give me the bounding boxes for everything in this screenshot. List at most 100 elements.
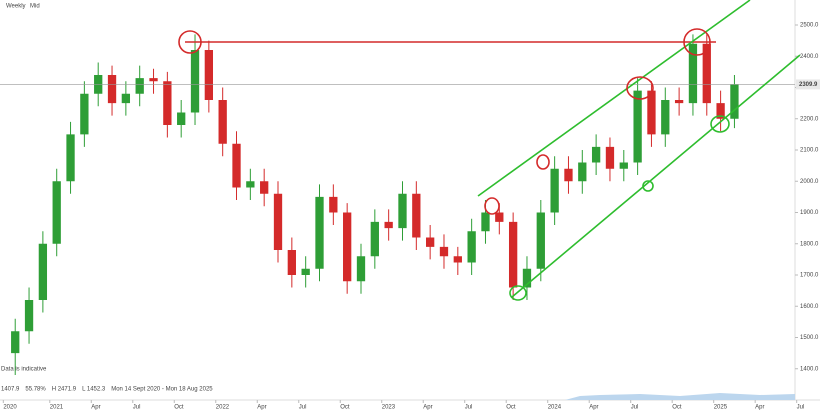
y-tick-label: 2000.0 [800,179,819,185]
candle-body [370,221,379,257]
channel-upper [477,0,751,197]
trough-circle [509,285,527,301]
candle-body [412,193,421,238]
plot-area [0,24,798,403]
candle-body [80,93,89,135]
x-tick-label: Jul [299,405,307,411]
candle-body [38,243,48,300]
annotations [178,0,801,301]
candle-body [481,212,490,232]
candle-body [453,256,462,263]
x-tick-label: Jul [631,405,639,411]
candle-body [591,146,601,163]
x-tick-label: Oct [174,405,184,411]
peak-circle [536,154,550,170]
candle-body [232,143,241,188]
trough-circle [642,180,654,192]
stat: L 1452.3 [82,387,106,393]
candle-body [522,268,532,288]
candle-body [495,212,504,222]
candle-body [315,196,324,269]
candle-body [329,196,338,213]
candle-body [204,50,214,100]
candle-body [135,78,144,94]
x-tick-label: Oct [340,405,350,411]
x-tick-label: 2023 [382,405,396,411]
stat: 1407.9 [1,387,20,393]
candle-body [716,103,725,119]
x-tick-label: 2024 [548,405,562,411]
candle-body [508,221,518,288]
candle-body [578,162,587,182]
y-tick-label: 1700.0 [800,273,819,279]
candle-body [246,181,255,188]
candle-body [149,78,158,82]
candle-body [218,100,227,144]
peak-circle [626,76,654,100]
candle-body [343,212,352,282]
candle-body [730,84,739,119]
x-tick-label: Apr [755,405,764,411]
stat: Mon 14 Sept 2020 - Mon 18 Aug 2025 [111,387,213,393]
candle-body [702,43,711,104]
candle-body [467,231,476,263]
candle-body [163,81,172,125]
candle-body [661,100,670,135]
candle-body [564,168,573,182]
channel-lower [511,54,801,298]
candle-body [301,268,310,275]
candle-body [619,162,628,169]
x-tick-label: 2021 [50,405,64,411]
last-price-box [796,79,820,90]
notice: Data is indicative [1,367,47,373]
candle-body [121,93,131,104]
x-tick-label: Apr [257,405,266,411]
y-tick-label: 1400.0 [800,366,819,372]
stat: H 2471.9 [52,387,77,393]
candle-body [52,181,61,244]
candle-body [688,43,698,104]
last-price-label: 2309.9 [799,82,818,88]
x-tick-label: 2022 [216,405,230,411]
candle-body [287,250,296,275]
x-tick-label: Jul [465,405,473,411]
volume-area [565,393,795,400]
candle-body [273,193,283,250]
interval-label: Weekly [6,4,26,10]
y-tick-label: 1500.0 [800,335,819,341]
x-tick-label: Jul [797,405,805,411]
candle-body [356,256,366,282]
y-tick-label: 1600.0 [800,304,819,310]
candle-body [177,112,186,125]
y-tick-label: 2100.0 [800,148,819,154]
peak-circle [683,28,711,56]
price-type-label: Mid [30,4,40,10]
candle-body [550,168,559,213]
candle-body [260,181,269,194]
y-tick-label: 1800.0 [800,241,819,247]
x-tick-label: Jul [133,405,141,411]
peak-circle [484,197,500,215]
candle-body [633,90,642,163]
x-tick-label: 2025 [714,405,728,411]
x-tick-label: Apr [91,405,100,411]
stats: 1407.9 55.78% H 2471.9 L 1452.3 Mon 14 Sept … [1,387,213,393]
candle-body [398,193,407,229]
x-tick-label: Apr [423,405,432,411]
candle-body [647,90,656,135]
candle-body [426,237,435,247]
trough-circle [710,115,730,133]
x-tick-label: Oct [506,405,516,411]
candle-body [11,331,20,354]
y-tick-label: 2400.0 [800,54,819,60]
candle-body [107,75,117,104]
x-tick-label: Oct [672,405,682,411]
x-tick-label: 2020 [3,405,17,411]
y-tick-label: 1900.0 [800,210,819,216]
candle-body [24,300,34,332]
candle-body [536,212,545,269]
candle-body [190,50,200,113]
candle-body [605,146,615,169]
y-tick-label: 2500.0 [800,23,819,29]
